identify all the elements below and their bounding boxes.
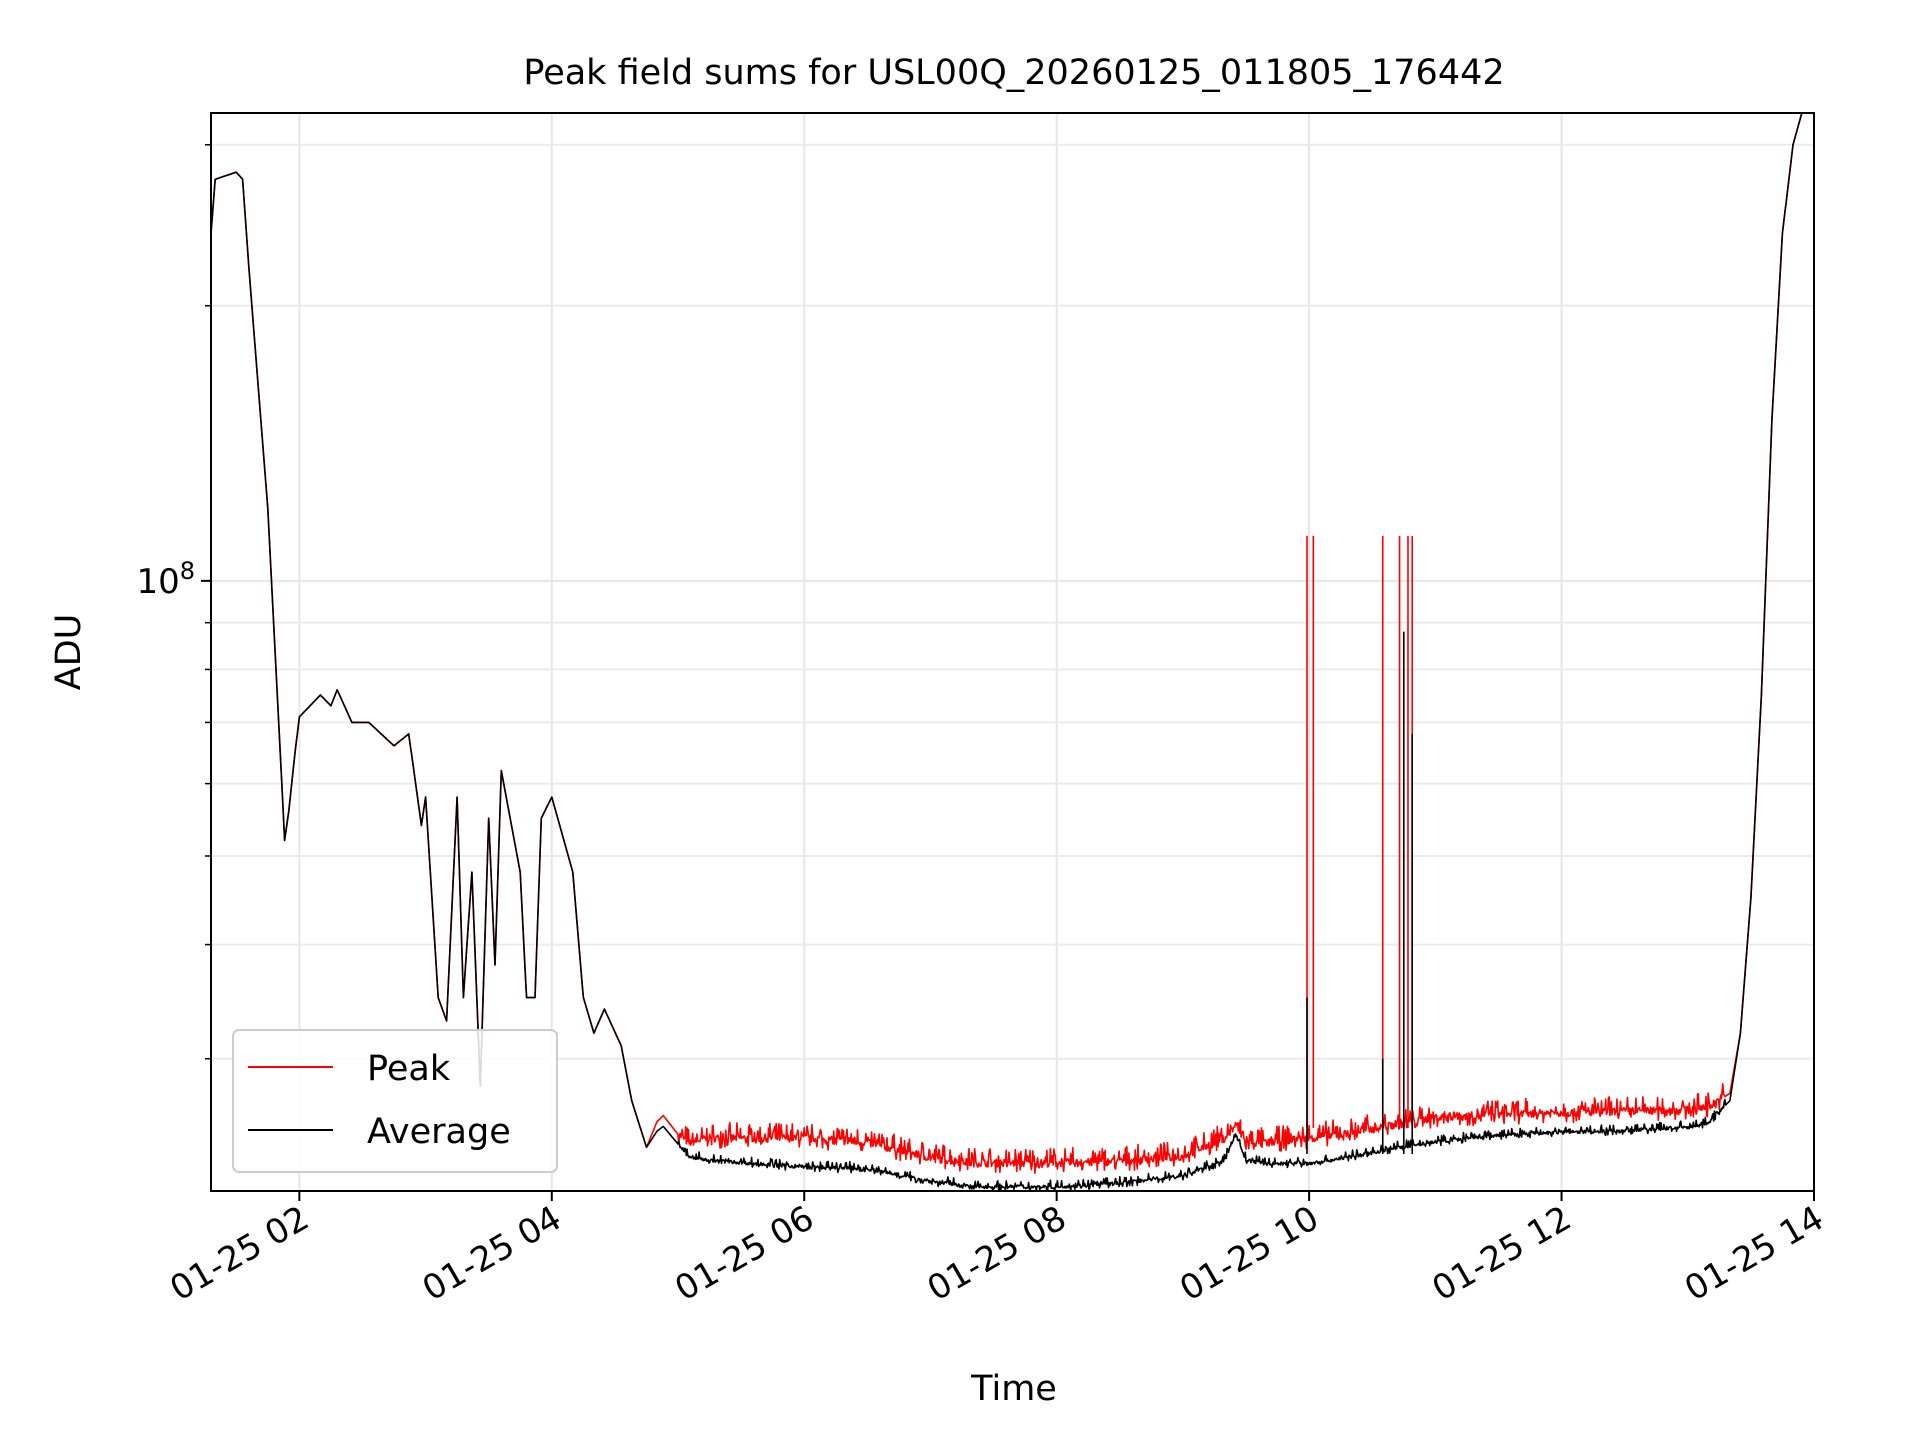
legend-peak-label: Peak [367,1049,451,1089]
x-axis-label: Time [970,1369,1057,1409]
y-axis-label: ADU [49,614,89,691]
series-average-line [211,113,1803,1191]
plot-frame [210,112,1815,1192]
chart-title: Peak field sums for USL00Q_20260125_0118… [523,53,1504,93]
legend-box [232,1029,558,1173]
y-tick-label: 108 [136,557,195,602]
y-axis: 108 [136,144,211,1060]
legend: Peak Average [232,1029,558,1173]
series-layer [211,113,1803,1191]
legend-average-label: Average [367,1112,511,1152]
